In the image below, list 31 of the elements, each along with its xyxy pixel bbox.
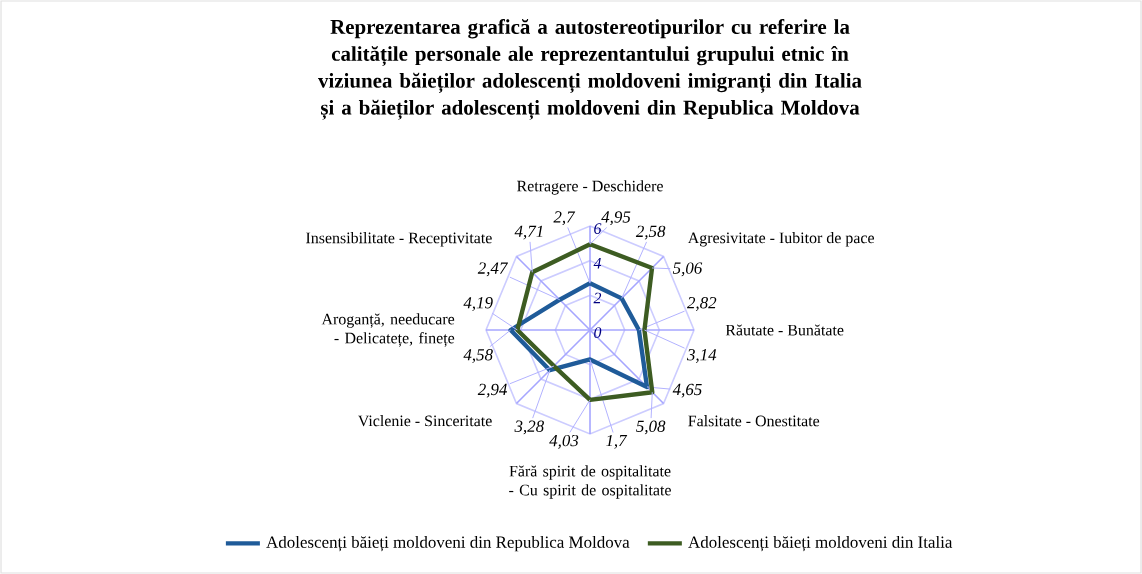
- y-tick-label: 6: [594, 223, 602, 234]
- spoke-label: Falsitate - Onestitate: [688, 415, 820, 427]
- data-label: 1,7: [606, 434, 628, 449]
- y-tick-label: 4: [593, 258, 602, 269]
- data-label: 4,03: [549, 434, 579, 449]
- legend-label: Adolescenți băieți moldoveni din Republica Moldova: [266, 535, 630, 552]
- data-label: 2,94: [477, 383, 508, 398]
- spoke-label: Agresivitate - Iubitor de pace: [687, 232, 875, 247]
- data-label: 4,95: [601, 211, 631, 226]
- y-tick-label: 0: [594, 327, 602, 338]
- data-label: 2,82: [686, 297, 717, 311]
- data-label: 2,58: [635, 225, 666, 240]
- data-label: 4,19: [463, 297, 493, 311]
- spoke-label: Retragere - Deschidere: [517, 180, 663, 195]
- spoke-label: Răutate - Bunătate: [725, 324, 844, 336]
- y-tick-label: 2: [593, 292, 602, 304]
- spoke-label: Aroganță, needucare - Delicatețe, finețe: [321, 313, 455, 347]
- data-label: 3,14: [686, 349, 717, 363]
- data-label: 4,58: [463, 349, 493, 363]
- spoke-label: Viclenie - Sinceritate: [357, 415, 492, 427]
- data-label: 2,47: [477, 262, 508, 277]
- legend-label: Adolescenți băieți moldoveni din Italia: [688, 535, 953, 552]
- data-label: 5,08: [636, 420, 666, 435]
- data-label: 2,7: [553, 211, 576, 226]
- spoke-label: Insensibilitate - Receptivitate: [306, 232, 492, 247]
- data-label: 3,28: [514, 420, 544, 435]
- spoke-label: Fără spirit de ospitalitate - Cu spirit de ospitalitate: [509, 465, 671, 499]
- data-label: 4,71: [514, 225, 543, 240]
- data-label: 5,06: [672, 262, 703, 277]
- data-label: 4,65: [672, 383, 702, 398]
- chart-title: Reprezentarea grafică a autostereotipurilor cu referire la calitățile personale ale reprezentantului grupului etnic în viziunea băieților adolescenți moldoveni imigranți din Italia și a băieților adolescenți moldoveni din Republica Moldova: [318, 19, 862, 120]
